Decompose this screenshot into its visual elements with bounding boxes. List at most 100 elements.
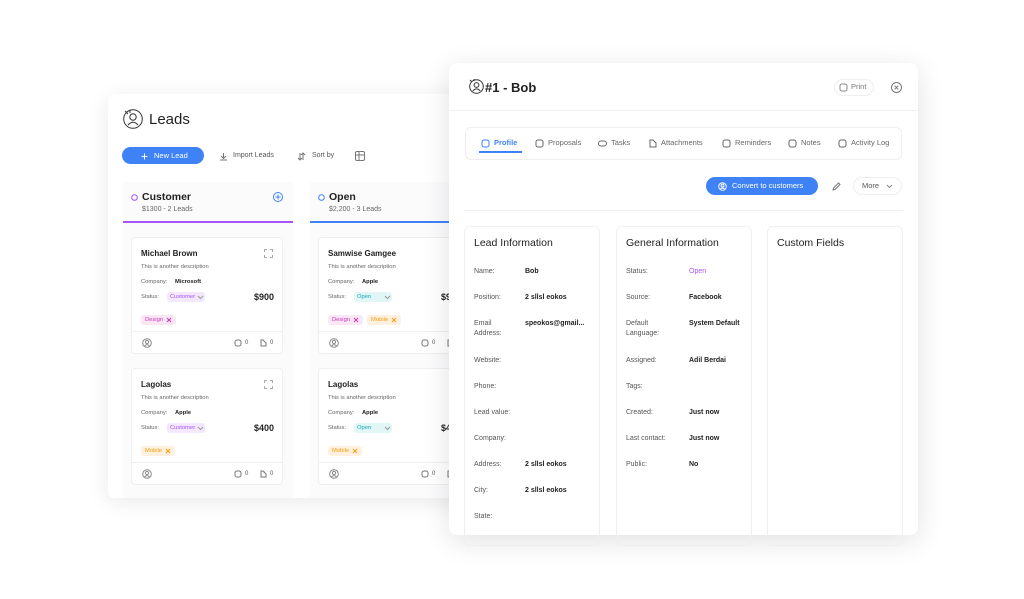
comments-icon — [421, 339, 429, 347]
company-label: Company: — [141, 409, 168, 416]
tab-label: Notes — [801, 137, 821, 147]
info-section — [616, 226, 752, 546]
field-label: Default Language: — [626, 320, 660, 337]
import-icon[interactable] — [219, 152, 228, 161]
assignee-avatar — [142, 469, 152, 479]
tag-remove[interactable] — [353, 317, 359, 323]
assignee-avatar — [329, 469, 339, 479]
lead-amount: $9 — [441, 292, 452, 302]
comment-count: 0 — [432, 339, 436, 346]
field-value: 2 sllsl eokos — [525, 461, 567, 468]
tab-label: Activity Log — [851, 137, 890, 147]
section-title: Lead Information — [474, 237, 553, 250]
lead-card[interactable] — [131, 368, 283, 485]
tag: Mobile — [141, 446, 176, 456]
edit-icon[interactable] — [831, 181, 841, 191]
print-button[interactable] — [834, 79, 874, 96]
tab-icon[interactable] — [597, 139, 607, 148]
status-pill — [167, 292, 205, 302]
lead-name: Michael Brown — [141, 248, 198, 258]
field-label: Public: — [626, 461, 648, 468]
field-label: Name: — [474, 268, 495, 275]
company-value: Apple — [362, 409, 379, 416]
column-summary: $1300 - 2 Leads — [142, 206, 193, 213]
status-chevron — [197, 295, 203, 300]
lead-card[interactable] — [318, 368, 470, 485]
convert-button[interactable] — [706, 177, 818, 195]
lead-amount: $400 — [254, 423, 275, 433]
field-value: Just now — [689, 409, 720, 416]
column-name: Customer — [142, 191, 192, 204]
tab-icon[interactable] — [648, 139, 657, 148]
status-value: Customer — [170, 293, 196, 300]
expand-icon[interactable] — [263, 379, 273, 389]
tag-row: Mobile — [328, 446, 363, 456]
company-value: Microsoft — [175, 278, 202, 285]
close-button[interactable] — [890, 81, 902, 93]
status-value: Customer — [170, 424, 196, 431]
tag-remove[interactable] — [166, 317, 172, 323]
comment-count: 0 — [245, 470, 249, 477]
assignee-avatar — [329, 338, 339, 348]
company-label: Company: — [328, 409, 355, 416]
leads-icon — [123, 109, 143, 129]
column-dot — [317, 193, 325, 201]
field-value: Bob — [525, 268, 539, 275]
tag-row: Design — [141, 315, 177, 325]
status-label: Status: — [141, 424, 160, 431]
lead-detail-title: #1 - Bob — [485, 80, 537, 95]
status-chevron — [197, 426, 203, 431]
field-label: Tags: — [626, 383, 643, 390]
tag-row: Mobile — [141, 446, 176, 456]
field-label: Phone: — [474, 383, 497, 390]
company-value: Apple — [175, 409, 192, 416]
sort-label: Sort by — [312, 152, 335, 159]
add-lead-icon[interactable] — [273, 192, 283, 202]
tab-icon[interactable] — [788, 139, 797, 148]
sort-icon[interactable] — [297, 151, 306, 161]
company-value: Apple — [362, 278, 379, 285]
status-label: Status: — [328, 293, 347, 300]
status-chevron — [384, 426, 390, 431]
tab-icon[interactable] — [838, 139, 847, 148]
tag-remove[interactable] — [165, 448, 171, 454]
expand-icon[interactable] — [263, 248, 273, 258]
tab-label: Proposals — [548, 137, 582, 147]
field-value: speokos@gmail... — [525, 320, 585, 327]
new-lead-button[interactable] — [122, 147, 204, 164]
tab-icon[interactable] — [722, 139, 731, 148]
convert-icon — [717, 181, 727, 191]
grid-view-icon[interactable] — [355, 151, 365, 161]
tag-label: Mobile — [371, 317, 389, 323]
tag-label: Design — [332, 317, 351, 323]
info-section — [767, 226, 903, 546]
files-icon — [260, 339, 267, 347]
lead-description: This is another description — [141, 263, 209, 270]
tag-remove[interactable] — [391, 317, 397, 323]
field-label: Website: — [474, 357, 502, 364]
company-label: Company: — [141, 278, 168, 285]
lead-card[interactable] — [131, 237, 283, 354]
status-chevron — [384, 295, 390, 300]
more-chevron — [886, 184, 892, 189]
convert-label: Convert to customers — [732, 180, 804, 190]
section-title: Custom Fields — [777, 237, 845, 250]
lead-card[interactable] — [318, 237, 470, 354]
field-value: Adil Berdai — [689, 357, 726, 364]
field-label: State: — [474, 513, 493, 520]
tabs-bar — [465, 127, 902, 160]
status-pill — [354, 423, 392, 433]
field-label: Lead value: — [474, 409, 511, 416]
card-divider — [319, 462, 469, 463]
status-label: Status: — [141, 293, 160, 300]
more-button[interactable] — [853, 177, 902, 195]
tab-label: Attachments — [661, 137, 703, 147]
tab-icon[interactable] — [481, 139, 490, 148]
tag-remove[interactable] — [352, 448, 358, 454]
tag-label: Mobile — [332, 448, 350, 454]
import-label: Import Leads — [233, 152, 274, 159]
card-divider — [132, 462, 282, 463]
tab-icon[interactable] — [535, 139, 544, 148]
field-value: 2 sllsl eokos — [525, 294, 567, 301]
